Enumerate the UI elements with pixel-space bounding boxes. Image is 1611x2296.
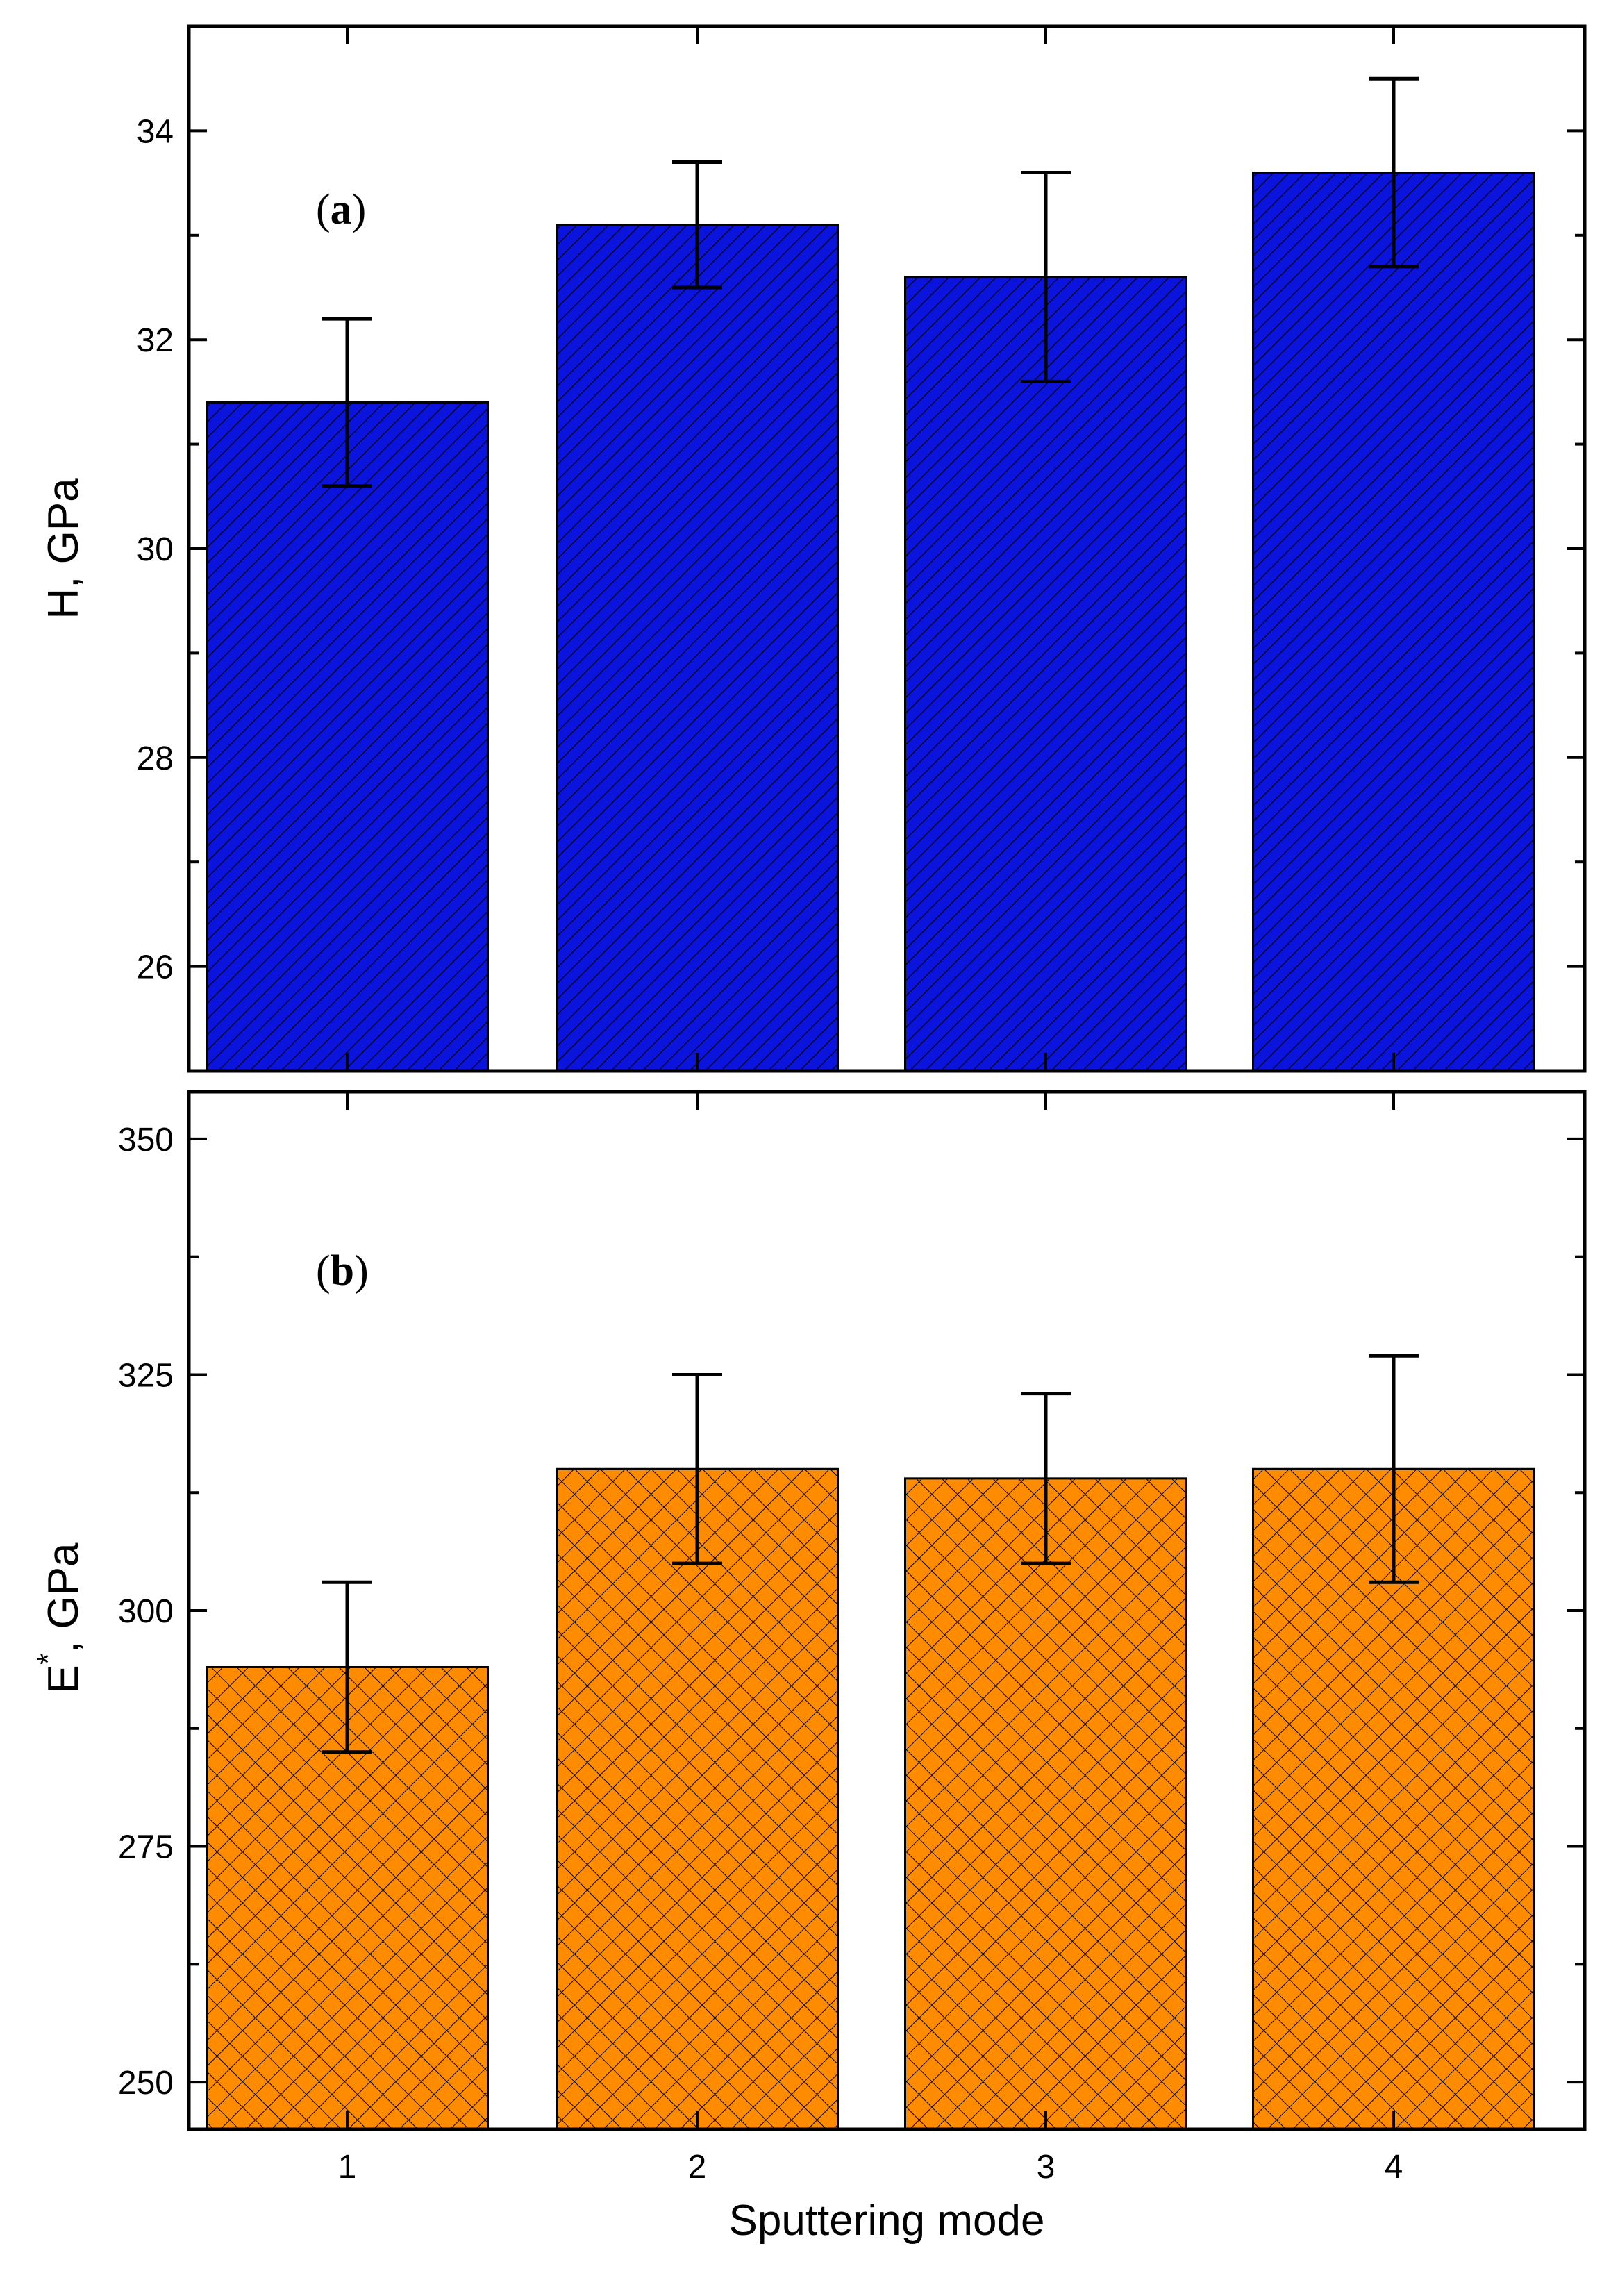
panel-b-ytick-label: 250 [118,2065,174,2102]
panel-a-bar-1 [206,401,489,1072]
panel-b-y-axis-title: E*, GPa [31,1542,87,1694]
panel-b-error-bar-4 [1369,1354,1419,1584]
panel-b-bars [206,1467,1535,2131]
panel-a-y-axis-title: H, GPa [40,478,87,619]
panel-b-error-bar-1 [322,1580,372,1754]
panel-a-error-bar-3 [1021,171,1071,383]
panel-b-bar-2 [556,1467,839,2131]
x-axis-tick-labels: 1 2 3 4 [338,2149,1403,2186]
panel-a-error-bar-4 [1369,76,1419,269]
panel-b-ytick-label: 275 [118,1829,174,1866]
panel-b-error-bar-3 [1021,1392,1071,1565]
panel-b-ytick-label: 350 [118,1122,174,1158]
panel-b-label: (b) [316,1247,369,1295]
panel-a-error-bar-1 [322,317,372,488]
panel-a-bars [206,172,1535,1072]
panel-a-frame [187,24,1587,1073]
panel-b-ticks: 250 275 300 325 350 [118,1092,1585,2129]
panel-a-ytick-label: 34 [137,113,174,150]
panel-a-bar-3 [904,276,1187,1072]
panel-b-modulus: 250 275 300 325 350 (b) E*, GPa [31,1090,1587,2131]
x-tick-label-2: 2 [688,2149,707,2186]
panel-b-error-bar-2 [672,1372,722,1565]
panel-a-ytick-label: 26 [137,949,174,986]
panel-a-ytick-label: 32 [137,322,174,359]
panel-a-hardness: 26 28 30 32 34 (a) H, GPa [40,24,1587,1073]
panel-a-error-bars [322,76,1419,488]
x-tick-label-3: 3 [1037,2149,1055,2186]
panel-b-bar-3 [904,1477,1187,2131]
panel-a-ytick-label: 28 [137,740,174,777]
x-tick-label-4: 4 [1385,2149,1403,2186]
panel-a-bar-4 [1252,172,1535,1072]
panel-b-error-bars [322,1354,1419,1754]
panel-a-bar-2 [556,224,839,1072]
panel-b-frame [187,1090,1587,2131]
panel-b-ytick-label: 300 [118,1593,174,1630]
panel-a-error-bar-2 [672,160,722,290]
panel-a-label: (a) [316,186,366,233]
panel-a-ytick-label: 30 [137,531,174,568]
panel-b-ytick-label: 325 [118,1357,174,1394]
x-axis-title: Sputtering mode [729,2197,1045,2245]
x-tick-label-1: 1 [338,2149,357,2186]
